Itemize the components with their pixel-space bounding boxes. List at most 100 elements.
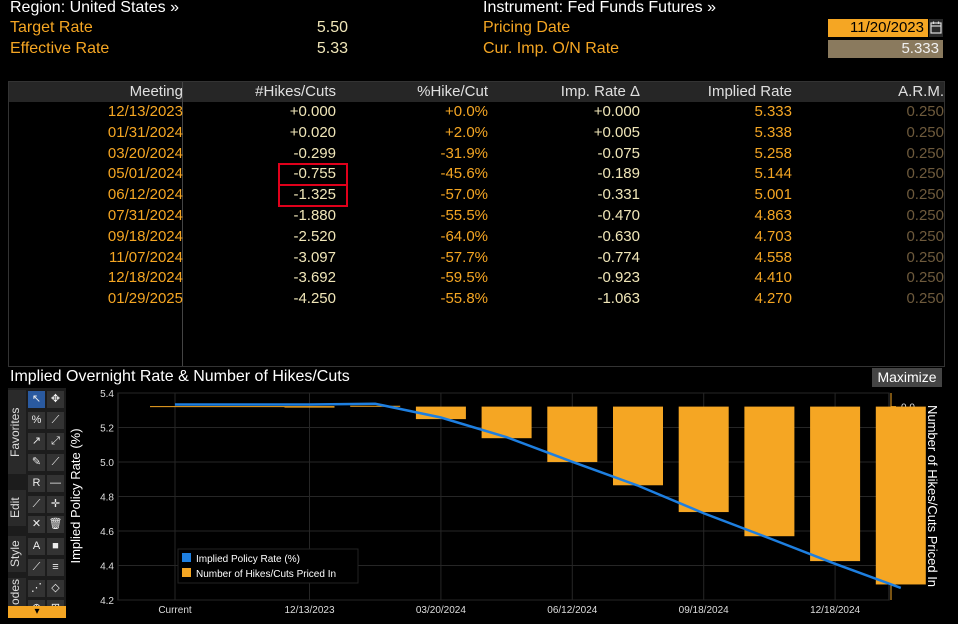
cell-pct-hike-cut: -57.7% xyxy=(440,248,488,266)
cell-imp-rate-delta: +0.005 xyxy=(593,123,640,141)
text-tool-icon[interactable]: R xyxy=(28,475,45,492)
cell-imp-rate-delta: -0.470 xyxy=(597,207,640,224)
x-tick-label: 12/18/2024 xyxy=(810,605,860,616)
tab-codes[interactable]: odes xyxy=(8,578,26,606)
target-rate-value: 5.50 xyxy=(316,19,348,36)
line-tool-icon[interactable]: ⟋ xyxy=(47,412,64,429)
cell-imp-rate-delta: +0.000 xyxy=(593,103,640,120)
font-style-icon[interactable]: A xyxy=(28,538,45,555)
fibonacci-tool-icon[interactable]: % xyxy=(28,412,45,429)
cell-pct-hike-cut: +2.0% xyxy=(445,123,488,141)
line-width-icon[interactable]: ≡ xyxy=(47,559,64,576)
toolbar-expand-icon[interactable]: ▾ xyxy=(8,606,66,618)
cell-implied-rate: 4.703 xyxy=(754,227,792,245)
table-header xyxy=(9,82,944,102)
x-tick-label: Current xyxy=(158,605,192,616)
cell-imp-rate-delta: -0.331 xyxy=(597,186,640,204)
cell-imp-rate-delta: -0.923 xyxy=(597,269,640,287)
cell-meeting: 06/12/2024 xyxy=(107,186,183,204)
erase-icon[interactable]: ✕ xyxy=(28,516,45,533)
dash-style-icon[interactable]: ⋰ xyxy=(28,580,45,597)
cell-implied-rate: 5.333 xyxy=(754,103,792,120)
bar-hikes-cuts xyxy=(284,406,335,408)
fill-style-icon[interactable]: ■ xyxy=(47,538,64,555)
col-arm[interactable]: A.R.M. xyxy=(898,83,944,100)
highlight-box xyxy=(278,163,348,186)
effective-rate-label: Effective Rate xyxy=(10,40,110,57)
cell-implied-rate: 4.410 xyxy=(754,269,792,287)
calendar-icon[interactable] xyxy=(929,19,943,37)
move-icon[interactable]: ✛ xyxy=(47,496,64,513)
cell-hikes-cuts: -0.299 xyxy=(293,144,336,162)
bar-hikes-cuts xyxy=(350,405,401,407)
tab-favorites[interactable]: Favorites xyxy=(8,390,26,474)
col-pct-hike-cut[interactable]: %Hike/Cut xyxy=(417,83,488,100)
col-imp-rate-delta[interactable]: Imp. Rate Δ xyxy=(560,83,640,100)
legend-label-hikes: Number of Hikes/Cuts Priced In xyxy=(196,569,336,580)
y-tick-label-left: 5.2 xyxy=(100,424,114,435)
cell-imp-rate-delta: -1.063 xyxy=(597,290,640,308)
col-hikes-cuts[interactable]: #Hikes/Cuts xyxy=(255,83,336,100)
cell-hikes-cuts: -3.097 xyxy=(293,248,336,266)
edit-line-icon[interactable]: ⟋ xyxy=(28,496,45,513)
line-implied-policy-rate xyxy=(175,402,902,590)
region-selector[interactable]: Region: United States » xyxy=(10,0,179,16)
instrument-selector[interactable]: Instrument: Fed Funds Futures » xyxy=(483,0,716,16)
line-style-icon[interactable]: ⟋ xyxy=(28,559,45,576)
cell-arm: 0.250 xyxy=(906,186,944,204)
cell-arm: 0.250 xyxy=(906,103,944,120)
y-axis-label-left: Implied Policy Rate (%) xyxy=(68,428,83,563)
col-implied-rate[interactable]: Implied Rate xyxy=(707,83,792,100)
x-tick-label: 03/20/2024 xyxy=(416,605,466,616)
chart-toolbar: Favorites Edit Style odes ↖ ✥ % ⟋ ↗ ⤢ ✎ … xyxy=(8,388,66,617)
cell-arm: 0.250 xyxy=(906,123,944,141)
maximize-button[interactable]: Maximize xyxy=(872,368,942,387)
pricing-date-label: Pricing Date xyxy=(483,19,571,36)
cell-meeting: 12/18/2024 xyxy=(107,269,183,287)
pointer-tool-icon[interactable]: ↖ xyxy=(28,391,45,408)
pen-tool-icon[interactable]: ✎ xyxy=(28,454,45,471)
target-rate-label: Target Rate xyxy=(10,19,93,36)
cell-meeting: 05/01/2024 xyxy=(107,165,183,183)
cell-imp-rate-delta: -0.630 xyxy=(597,227,640,245)
bar-hikes-cuts xyxy=(613,406,663,486)
tab-edit[interactable]: Edit xyxy=(8,490,26,526)
legend-box xyxy=(177,548,359,584)
cell-arm: 0.250 xyxy=(906,207,944,224)
cell-pct-hike-cut: -57.0% xyxy=(440,186,488,204)
cell-implied-rate: 4.558 xyxy=(754,248,792,266)
cell-meeting: 01/31/2024 xyxy=(107,123,183,141)
cell-implied-rate: 5.001 xyxy=(754,186,792,204)
ray-tool-icon[interactable]: ⤢ xyxy=(47,433,64,450)
trend-tool-icon[interactable]: ⟋ xyxy=(47,454,64,471)
pricing-date-input[interactable]: 11/20/2023 xyxy=(828,19,928,37)
y-tick-label-left: 5.4 xyxy=(100,389,114,400)
cell-meeting: 03/20/2024 xyxy=(107,144,183,162)
highlight-box xyxy=(278,184,348,207)
cell-arm: 0.250 xyxy=(906,269,944,287)
crosshair-tool-icon[interactable]: ✥ xyxy=(47,391,64,408)
trash-icon[interactable]: 🗑 xyxy=(47,516,64,533)
x-tick-label: 12/13/2023 xyxy=(284,605,334,616)
arrow-tool-icon[interactable]: ↗ xyxy=(28,433,45,450)
cell-pct-hike-cut: -64.0% xyxy=(440,227,488,245)
chart-title: Implied Overnight Rate & Number of Hikes… xyxy=(10,368,350,385)
cur-imp-rate-input[interactable]: 5.333 xyxy=(828,40,943,58)
cell-implied-rate: 5.144 xyxy=(754,165,792,183)
cell-hikes-cuts: +0.020 xyxy=(289,123,336,141)
x-tick-label: 09/18/2024 xyxy=(679,605,729,616)
cell-arm: 0.250 xyxy=(906,165,944,183)
tab-style[interactable]: Style xyxy=(8,536,26,572)
shape-style-icon[interactable]: ◇ xyxy=(47,580,64,597)
hline-tool-icon[interactable]: — xyxy=(47,475,64,492)
cell-meeting: 12/13/2023 xyxy=(107,103,183,120)
bar-hikes-cuts xyxy=(481,406,532,439)
effective-rate-value: 5.33 xyxy=(316,40,348,57)
y-tick-label-left: 5.0 xyxy=(100,458,114,469)
cell-arm: 0.250 xyxy=(906,248,944,266)
legend-swatch-hikes xyxy=(182,568,191,577)
col-meeting[interactable]: Meeting xyxy=(129,83,183,100)
chart-area: Current 12/13/2023 03/20/2024 06/12/2024 09/… xyxy=(68,389,940,616)
cell-implied-rate: 4.863 xyxy=(754,207,792,224)
cell-arm: 0.250 xyxy=(906,227,944,245)
